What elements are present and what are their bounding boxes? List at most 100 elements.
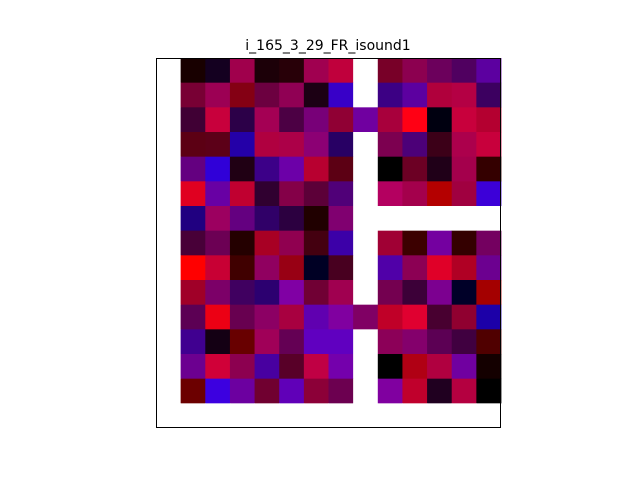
heatmap-cell-r3-c4	[254, 132, 280, 158]
heatmap-cell-r7-c7	[328, 230, 354, 256]
heatmap-cell-r11-c8	[353, 329, 379, 355]
heatmap-cell-r0-c11	[427, 58, 453, 84]
heatmap-cell-r0-c3	[229, 58, 255, 84]
heatmap-cell-r6-c12	[451, 206, 477, 232]
heatmap-cell-r11-c5	[279, 329, 305, 355]
heatmap-cell-r8-c11	[427, 255, 453, 281]
heatmap-cell-r4-c1	[180, 156, 206, 182]
heatmap-cell-r7-c8	[353, 230, 379, 256]
heatmap-cell-r2-c9	[377, 107, 403, 133]
heatmap-cell-r13-c12	[451, 378, 477, 404]
heatmap-cell-r5-c10	[402, 181, 428, 207]
heatmap-cell-r1-c9	[377, 82, 403, 108]
heatmap-cell-r12-c12	[451, 354, 477, 380]
heatmap-cell-r10-c3	[229, 304, 255, 330]
heatmap-cell-r5-c1	[180, 181, 206, 207]
heatmap-cell-r8-c1	[180, 255, 206, 281]
heatmap-cell-r14-c12	[451, 403, 477, 429]
heatmap-cell-r6-c4	[254, 206, 280, 232]
heatmap-cell-r12-c2	[205, 354, 231, 380]
heatmap-cell-r12-c4	[254, 354, 280, 380]
heatmap-cell-r10-c11	[427, 304, 453, 330]
heatmap-cell-r12-c5	[279, 354, 305, 380]
heatmap-cell-r14-c5	[279, 403, 305, 429]
heatmap-cell-r12-c10	[402, 354, 428, 380]
heatmap-cell-r14-c7	[328, 403, 354, 429]
heatmap-cell-r6-c0	[156, 206, 182, 232]
heatmap-cell-r2-c8	[353, 107, 379, 133]
heatmap-cell-r12-c11	[427, 354, 453, 380]
heatmap-cell-r0-c1	[180, 58, 206, 84]
heatmap-cell-r9-c9	[377, 280, 403, 306]
heatmap-cell-r6-c3	[229, 206, 255, 232]
heatmap-cell-r4-c12	[451, 156, 477, 182]
heatmap-cell-r7-c3	[229, 230, 255, 256]
heatmap-cell-r1-c5	[279, 82, 305, 108]
heatmap-cell-r7-c9	[377, 230, 403, 256]
heatmap-cell-r9-c13	[476, 280, 502, 306]
heatmap-cell-r2-c2	[205, 107, 231, 133]
heatmap-cell-r12-c0	[156, 354, 182, 380]
heatmap-cell-r7-c4	[254, 230, 280, 256]
heatmap-cell-r10-c6	[303, 304, 329, 330]
heatmap-cell-r2-c3	[229, 107, 255, 133]
heatmap-cell-r10-c8	[353, 304, 379, 330]
heatmap-cell-r8-c7	[328, 255, 354, 281]
heatmap-cell-r13-c9	[377, 378, 403, 404]
heatmap-cell-r3-c5	[279, 132, 305, 158]
heatmap-cell-r13-c8	[353, 378, 379, 404]
heatmap-cell-r3-c11	[427, 132, 453, 158]
heatmap-cell-r13-c11	[427, 378, 453, 404]
heatmap-cell-r8-c12	[451, 255, 477, 281]
heatmap-cell-r11-c9	[377, 329, 403, 355]
heatmap-cell-r3-c2	[205, 132, 231, 158]
heatmap-cell-r1-c1	[180, 82, 206, 108]
heatmap-cell-r9-c10	[402, 280, 428, 306]
heatmap-cell-r5-c13	[476, 181, 502, 207]
heatmap-cell-r14-c0	[156, 403, 182, 429]
heatmap-cell-r8-c2	[205, 255, 231, 281]
heatmap-cell-r5-c8	[353, 181, 379, 207]
heatmap-cell-r13-c1	[180, 378, 206, 404]
heatmap-cell-r6-c11	[427, 206, 453, 232]
heatmap-cell-r9-c11	[427, 280, 453, 306]
heatmap-cell-r12-c8	[353, 354, 379, 380]
heatmap-cell-r6-c7	[328, 206, 354, 232]
heatmap-cell-r8-c9	[377, 255, 403, 281]
heatmap-cell-r1-c6	[303, 82, 329, 108]
heatmap-cell-r8-c13	[476, 255, 502, 281]
heatmap-cell-r13-c2	[205, 378, 231, 404]
heatmap-cell-r7-c10	[402, 230, 428, 256]
heatmap-cell-r2-c1	[180, 107, 206, 133]
heatmap-cell-r8-c8	[353, 255, 379, 281]
heatmap-cell-r10-c0	[156, 304, 182, 330]
heatmap-cell-r14-c4	[254, 403, 280, 429]
heatmap-cell-r9-c4	[254, 280, 280, 306]
heatmap-cell-r14-c10	[402, 403, 428, 429]
heatmap-cell-r8-c10	[402, 255, 428, 281]
heatmap-cell-r13-c5	[279, 378, 305, 404]
heatmap-cell-r1-c12	[451, 82, 477, 108]
heatmap-cell-r9-c1	[180, 280, 206, 306]
heatmap-cell-r12-c9	[377, 354, 403, 380]
heatmap-cell-r9-c3	[229, 280, 255, 306]
heatmap-cell-r4-c5	[279, 156, 305, 182]
heatmap-cell-r6-c1	[180, 206, 206, 232]
heatmap-cell-r7-c11	[427, 230, 453, 256]
heatmap-cell-r3-c0	[156, 132, 182, 158]
heatmap-cell-r0-c9	[377, 58, 403, 84]
heatmap-cell-r5-c11	[427, 181, 453, 207]
heatmap-cell-r4-c8	[353, 156, 379, 182]
heatmap-cell-r5-c7	[328, 181, 354, 207]
heatmap-cell-r0-c12	[451, 58, 477, 84]
heatmap-cell-r5-c5	[279, 181, 305, 207]
heatmap-cell-r7-c2	[205, 230, 231, 256]
heatmap-cell-r5-c0	[156, 181, 182, 207]
heatmap-cell-r10-c2	[205, 304, 231, 330]
heatmap-cell-r1-c13	[476, 82, 502, 108]
heatmap-cell-r7-c0	[156, 230, 182, 256]
heatmap-cell-r9-c6	[303, 280, 329, 306]
heatmap-cell-r6-c6	[303, 206, 329, 232]
heatmap-cell-r3-c1	[180, 132, 206, 158]
heatmap-cell-r11-c1	[180, 329, 206, 355]
